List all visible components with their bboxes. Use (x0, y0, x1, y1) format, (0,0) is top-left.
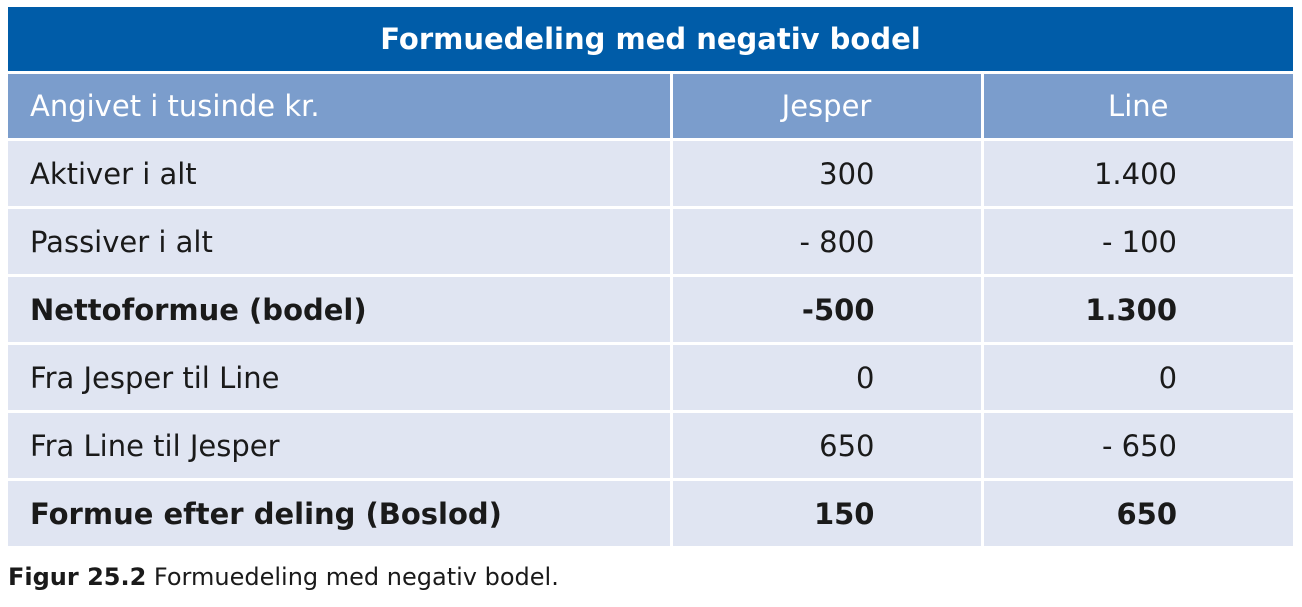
row-label: Fra Jesper til Line (8, 343, 671, 413)
table-header-row: Angivet i tusinde kr. Jesper Line (8, 72, 1294, 141)
wealth-division-table-container: Formuedeling med negativ bodel Angivet i… (8, 7, 1294, 549)
line-value: 0 (980, 343, 1294, 413)
figure-caption: Figur 25.2 Formuedeling med negativ bode… (8, 563, 559, 591)
figure-number: Figur 25.2 (8, 563, 147, 591)
line-value: - 100 (980, 207, 1294, 277)
table-row-subtotal: Nettoformue (bodel) -500 1.300 (8, 274, 1294, 345)
line-value: 1.300 (980, 274, 1294, 345)
jesper-value: - 800 (669, 207, 982, 277)
jesper-value: -500 (669, 274, 982, 345)
row-label: Fra Line til Jesper (8, 411, 671, 481)
figure-caption-text: Formuedeling med negativ bodel. (146, 563, 559, 591)
line-value: - 650 (980, 411, 1294, 481)
row-label: Passiver i alt (8, 207, 671, 277)
header-line: Line (980, 72, 1294, 141)
table-title-row: Formuedeling med negativ bodel (8, 7, 1294, 74)
jesper-value: 0 (669, 343, 982, 413)
jesper-value: 150 (669, 478, 982, 549)
row-label: Aktiver i alt (8, 139, 671, 209)
table-row-total: Formue efter deling (Boslod) 150 650 (8, 478, 1294, 549)
header-unit-label: Angivet i tusinde kr. (8, 72, 671, 141)
header-jesper: Jesper (669, 72, 982, 141)
jesper-value: 650 (669, 411, 982, 481)
table-row: Fra Jesper til Line 0 0 (8, 343, 1294, 413)
table-row: Aktiver i alt 300 1.400 (8, 139, 1294, 209)
line-value: 1.400 (980, 139, 1294, 209)
wealth-division-table: Formuedeling med negativ bodel Angivet i… (8, 7, 1294, 549)
row-label: Formue efter deling (Boslod) (8, 479, 671, 549)
jesper-value: 300 (669, 139, 982, 209)
table-title: Formuedeling med negativ bodel (8, 7, 1294, 74)
row-label: Nettoformue (bodel) (8, 275, 671, 345)
line-value: 650 (980, 478, 1294, 549)
table-row: Fra Line til Jesper 650 - 650 (8, 411, 1294, 481)
table-row: Passiver i alt - 800 - 100 (8, 207, 1294, 277)
